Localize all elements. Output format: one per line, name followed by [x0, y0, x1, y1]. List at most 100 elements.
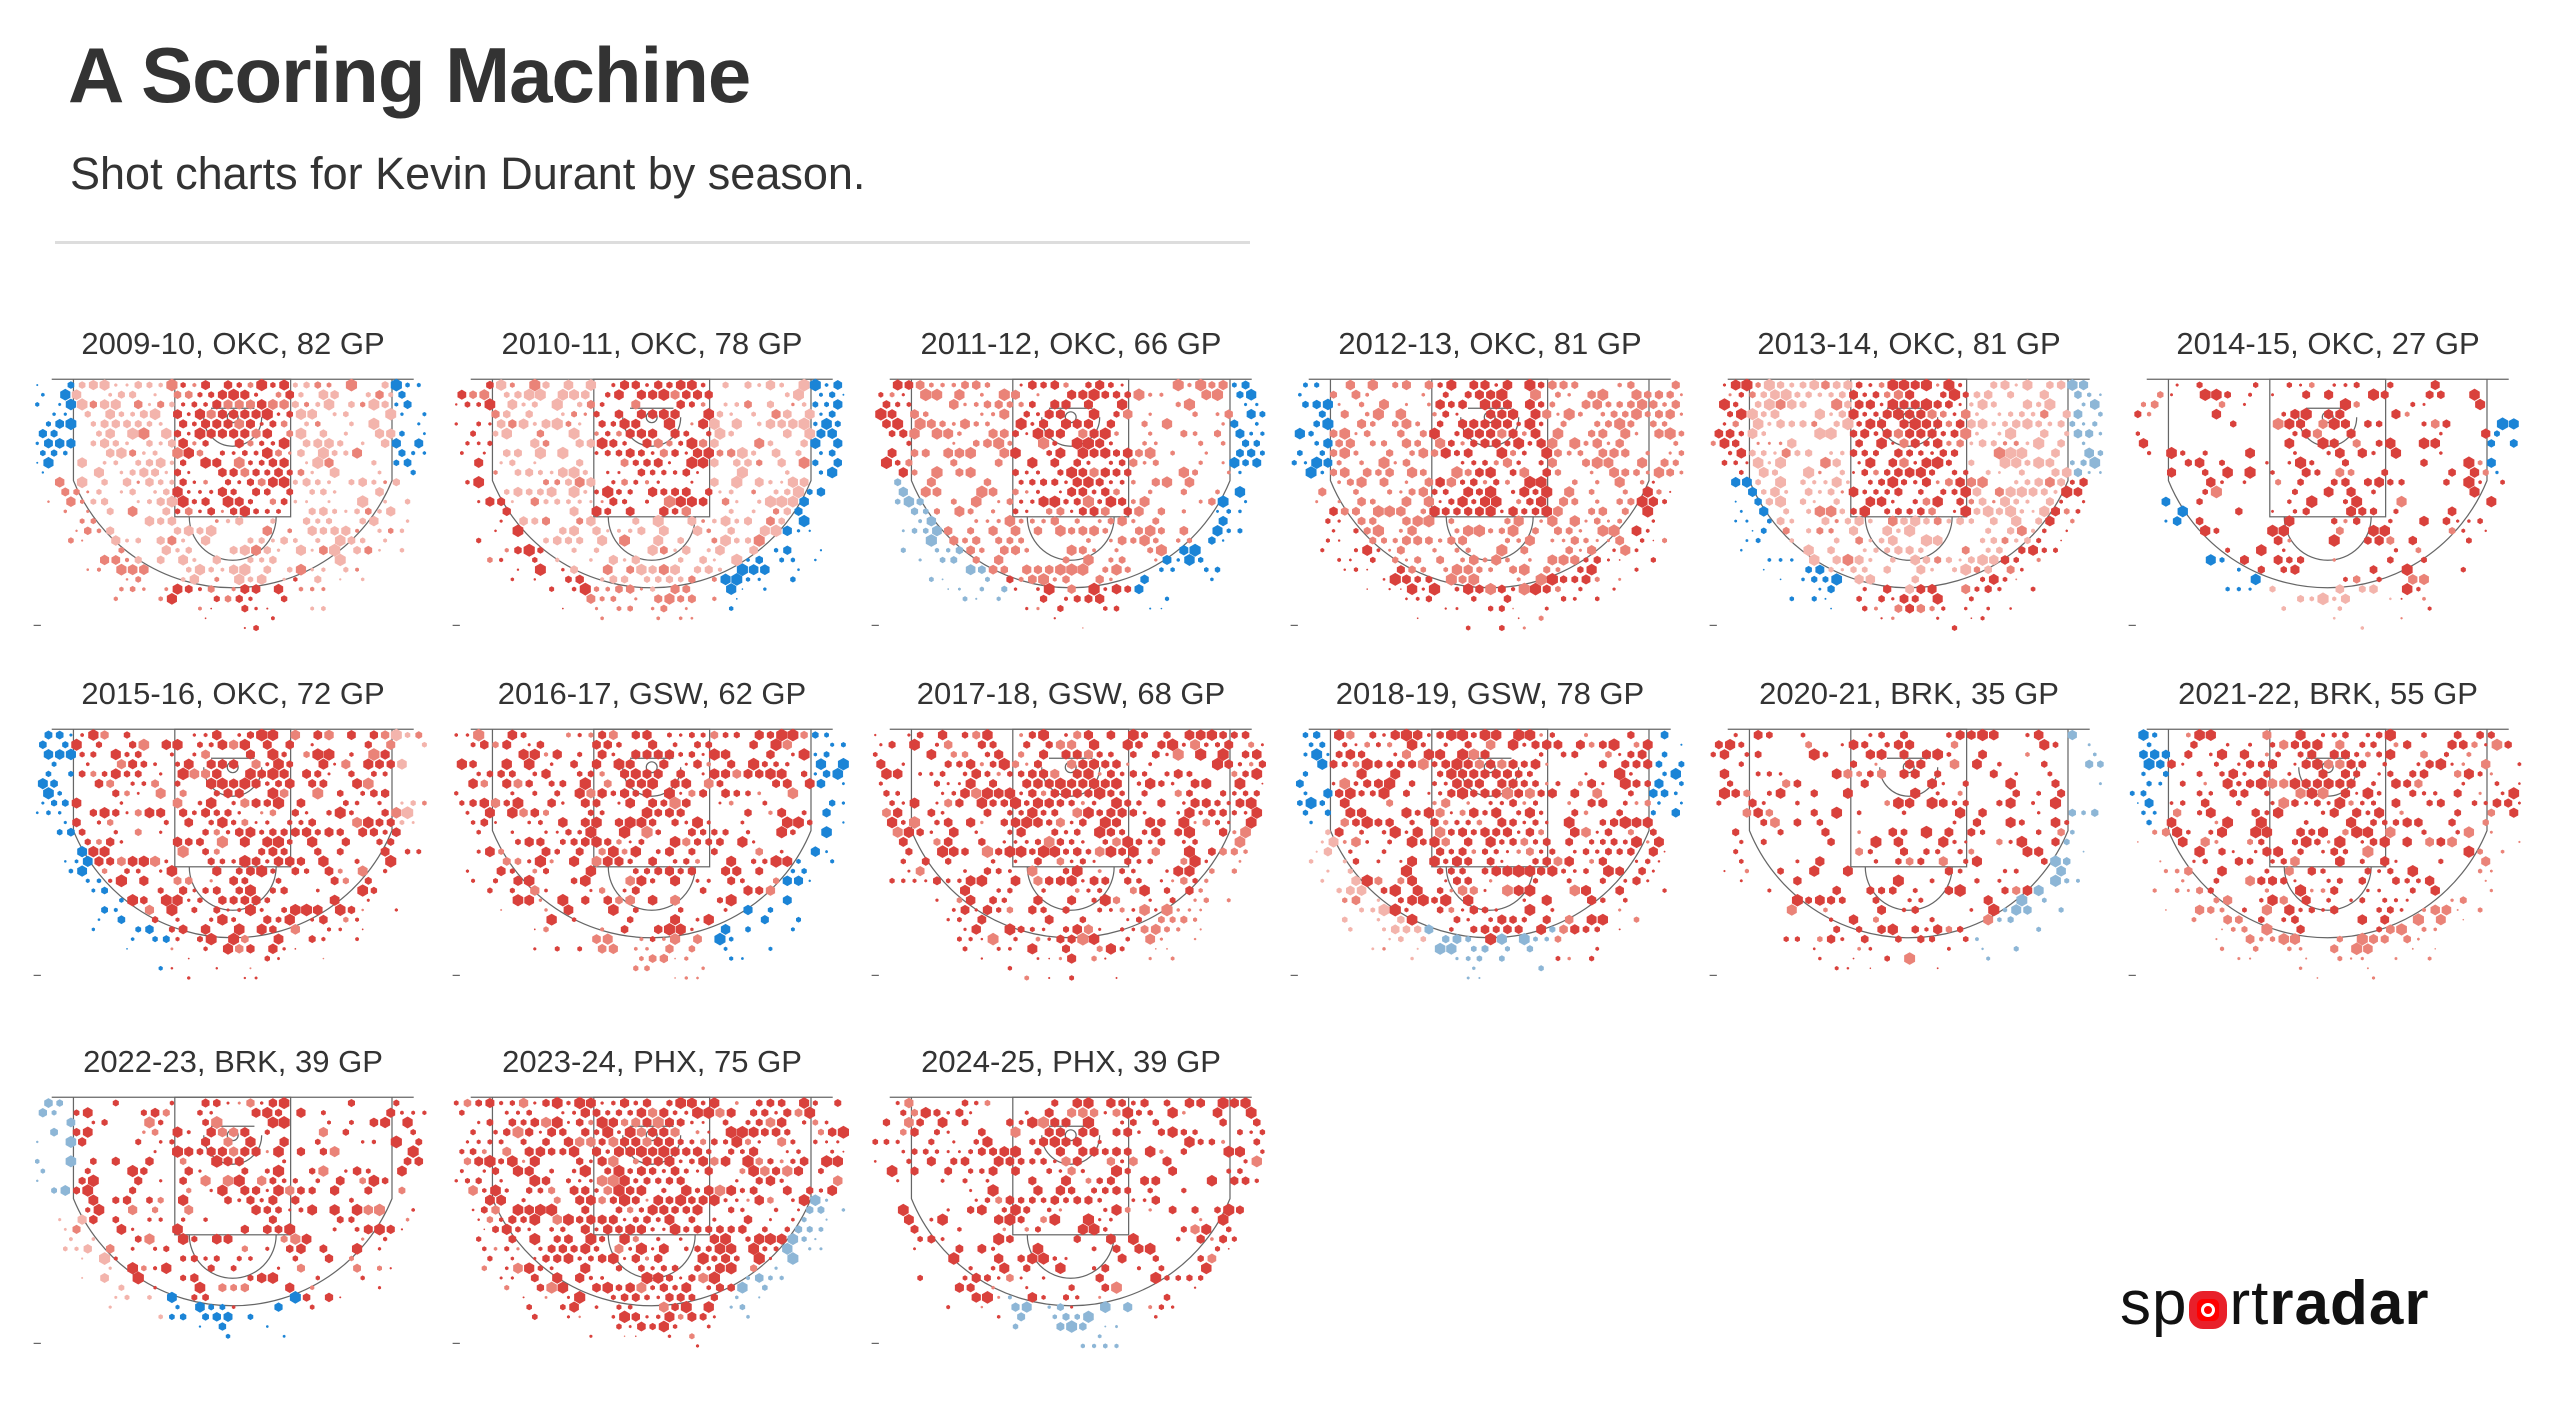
shot-hex — [2466, 537, 2472, 544]
shot-hex — [170, 966, 174, 970]
shot-hex — [2020, 567, 2024, 572]
shot-hex — [1522, 820, 1527, 825]
shot-hex — [230, 507, 238, 516]
shot-hex — [939, 556, 946, 564]
shot-hex — [247, 381, 254, 389]
shot-hex — [577, 829, 582, 835]
shot-hex — [1760, 391, 1767, 399]
shot-hex — [1610, 410, 1618, 419]
shot-hex — [1175, 401, 1181, 408]
shot-hex — [600, 500, 604, 504]
shot-hex — [1508, 505, 1518, 517]
shot-hex — [1101, 487, 1110, 497]
shot-hex — [105, 408, 115, 420]
shot-hex — [1330, 468, 1338, 477]
shot-hex — [139, 467, 149, 478]
shot-hex — [66, 496, 76, 508]
shot-hex — [2082, 850, 2085, 853]
shot-hex — [180, 576, 186, 582]
shot-hex — [268, 943, 278, 955]
shot-hex — [1850, 760, 1858, 769]
shot-hex — [1766, 731, 1773, 739]
shot-hex — [598, 847, 606, 856]
shot-hex — [630, 845, 642, 858]
shot-hex — [1004, 787, 1016, 800]
shot-hex — [614, 389, 624, 401]
shot-hex — [2323, 486, 2334, 498]
shot-hex — [1905, 389, 1915, 400]
shot-hex — [2398, 478, 2405, 486]
shot-hex — [355, 528, 359, 534]
shot-hex — [1499, 624, 1505, 632]
shot-hex — [178, 554, 189, 566]
shot-hex — [499, 519, 503, 523]
shot-hex — [1224, 739, 1234, 750]
shot-hex — [768, 810, 773, 816]
shot-hex — [111, 554, 121, 565]
shot-hex — [1741, 476, 1752, 488]
shot-hex — [2146, 742, 2152, 748]
court-svg — [2128, 378, 2519, 630]
shot-hex — [2342, 731, 2349, 739]
shot-hex — [1589, 858, 1594, 865]
shot-hex — [405, 382, 410, 388]
shot-hex — [1868, 538, 1873, 543]
shot-hex — [1004, 514, 1016, 528]
shot-hex — [1382, 927, 1386, 932]
shot-hex — [1084, 594, 1093, 604]
shot-hex — [1445, 572, 1457, 586]
shot-hex — [2265, 460, 2269, 465]
shot-hex — [2014, 383, 2018, 387]
shot-hex — [1449, 811, 1453, 815]
shot-hex — [543, 537, 549, 544]
shot-hex — [286, 760, 294, 769]
shot-hex — [1609, 466, 1619, 479]
shot-hex — [630, 768, 641, 780]
shot-hex — [1492, 925, 1500, 934]
shot-hex — [1108, 557, 1114, 563]
shot-hex — [2084, 447, 2094, 459]
shot-hex — [1043, 835, 1055, 849]
shot-hex — [2005, 446, 2017, 460]
shot-hex — [476, 829, 481, 835]
shot-hex — [1079, 818, 1087, 827]
shot-hex — [644, 479, 650, 485]
shot-hex — [1100, 778, 1110, 789]
shot-hex — [117, 915, 126, 925]
shot-hex — [2018, 410, 2025, 418]
paint-line — [2269, 378, 2387, 518]
shot-hex — [2246, 759, 2255, 769]
shot-hex — [1843, 768, 1853, 780]
shot-hex — [692, 525, 703, 537]
shot-hex — [681, 486, 691, 497]
shot-hex — [1945, 925, 1953, 934]
shot-hex — [2386, 535, 2395, 546]
shot-hex — [525, 779, 533, 788]
shot-hex — [2453, 730, 2462, 740]
shot-hex — [1984, 584, 1992, 594]
shot-hex — [1427, 791, 1431, 796]
shot-hex — [258, 459, 265, 466]
shot-hex — [96, 878, 102, 884]
shot-hex — [670, 914, 681, 926]
shot-hex — [502, 856, 511, 866]
shot-hex — [1039, 594, 1048, 603]
shot-hex — [1849, 448, 1858, 458]
shot-hex — [754, 437, 765, 450]
shot-hex — [648, 389, 658, 400]
shot-hex — [1973, 507, 1981, 516]
shot-hex — [240, 389, 250, 400]
shot-hex — [514, 448, 522, 458]
shot-hex — [2255, 777, 2267, 790]
shot-hex — [994, 554, 1004, 566]
shot-hex — [267, 767, 279, 781]
shot-hex — [1910, 515, 1921, 527]
shot-hex — [1001, 897, 1007, 904]
shot-hex — [1346, 730, 1355, 740]
shot-hex — [1106, 730, 1116, 740]
shot-hex — [1633, 468, 1640, 477]
shot-hex — [1855, 536, 1863, 545]
shot-hex — [1616, 848, 1623, 856]
shot-hex — [76, 476, 88, 489]
shot-hex — [1067, 778, 1077, 789]
